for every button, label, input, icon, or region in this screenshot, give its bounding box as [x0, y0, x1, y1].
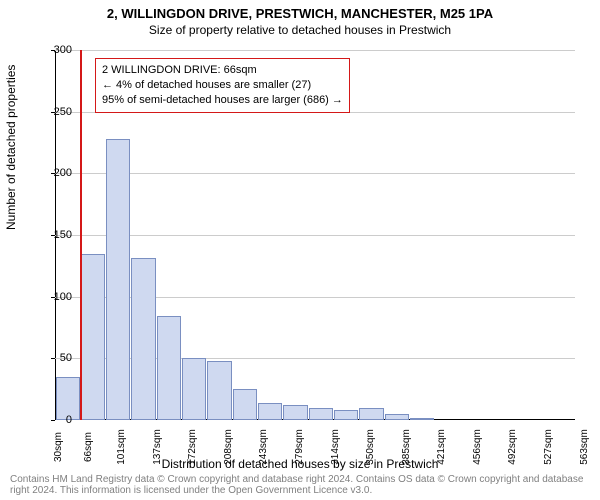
histogram-bar	[131, 258, 155, 420]
info-box: 2 WILLINGDON DRIVE: 66sqm ← 4% of detach…	[95, 58, 350, 113]
histogram-bar	[309, 408, 333, 420]
y-tick-label: 200	[46, 167, 72, 179]
y-tick-label: 250	[46, 106, 72, 118]
histogram-bar	[106, 139, 130, 420]
x-tick-row: 30sqm66sqm101sqm137sqm172sqm208sqm243sqm…	[55, 423, 575, 455]
plot-area: 2 WILLINGDON DRIVE: 66sqm ← 4% of detach…	[55, 50, 575, 420]
histogram-bar	[334, 410, 358, 420]
histogram-bar	[182, 358, 206, 420]
info-box-line2: ← 4% of detached houses are smaller (27)	[102, 78, 343, 93]
x-axis-label: Distribution of detached houses by size …	[0, 457, 600, 471]
histogram-bar	[207, 361, 231, 420]
y-tick-label: 100	[46, 291, 72, 303]
histogram-bar	[81, 254, 105, 421]
histogram-bar	[410, 418, 434, 420]
histogram-bar	[359, 408, 383, 420]
histogram-bar	[258, 403, 282, 420]
histogram-bar	[385, 414, 409, 420]
chart-title: 2, WILLINGDON DRIVE, PRESTWICH, MANCHEST…	[0, 0, 600, 21]
info-box-line3: 95% of semi-detached houses are larger (…	[102, 93, 343, 108]
y-tick-label: 50	[46, 352, 72, 364]
histogram-bar	[283, 405, 307, 420]
y-tick-label: 150	[46, 229, 72, 241]
info-box-line1: 2 WILLINGDON DRIVE: 66sqm	[102, 63, 343, 78]
histogram-bar	[157, 316, 181, 420]
y-axis-label: Number of detached properties	[4, 65, 18, 230]
histogram-bar	[233, 389, 257, 420]
chart-subtitle: Size of property relative to detached ho…	[0, 21, 600, 37]
y-tick-label: 300	[46, 44, 72, 56]
attribution-text: Contains HM Land Registry data © Crown c…	[10, 474, 600, 496]
chart-container: 2, WILLINGDON DRIVE, PRESTWICH, MANCHEST…	[0, 0, 600, 500]
highlight-marker-line	[80, 50, 82, 420]
